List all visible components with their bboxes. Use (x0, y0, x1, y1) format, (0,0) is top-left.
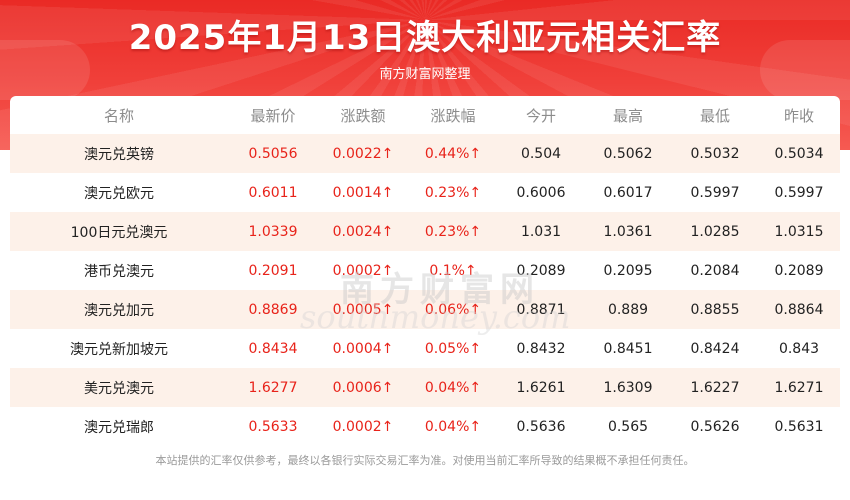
column-header-latest: 最新价 (250, 106, 296, 125)
column-header-open: 今开 (525, 106, 556, 125)
cell-latest: 1.0339 (248, 223, 298, 240)
cell-change-pct: 0.1%↑ (429, 262, 477, 279)
cell-change: 0.0006↑ (332, 379, 394, 396)
cell-change: 0.0024↑ (332, 223, 394, 240)
cell-low: 1.6227 (690, 379, 740, 396)
cell-prev-close: 0.5631 (774, 418, 824, 435)
cell-change-pct: 0.04%↑ (424, 379, 482, 396)
cell-low: 0.2084 (690, 262, 740, 279)
cell-low: 0.8855 (690, 301, 740, 318)
cell-name: 澳元兑瑞郎 (84, 419, 154, 436)
cell-latest: 0.8434 (248, 340, 298, 357)
cell-prev-close: 0.5997 (774, 184, 824, 201)
page-subtitle: 南方财富网整理 (379, 67, 471, 82)
cell-name: 美元兑澳元 (84, 380, 154, 397)
cell-open: 1.031 (520, 223, 562, 240)
cell-change: 0.0022↑ (332, 145, 394, 162)
cell-name: 澳元兑英镑 (84, 146, 154, 163)
cell-open: 0.504 (520, 145, 562, 162)
cell-change: 0.0002↑ (332, 418, 394, 435)
cell-latest: 1.6277 (248, 379, 298, 396)
cell-change-pct: 0.06%↑ (424, 301, 482, 318)
cell-latest: 0.5056 (248, 145, 298, 162)
cell-high: 0.5062 (603, 145, 653, 162)
cell-latest: 0.6011 (248, 184, 298, 201)
table-row: 港币兑澳元 0.2091 0.0002↑ 0.1%↑ 0.2089 0.2095… (10, 251, 840, 290)
header-right-decoration (760, 40, 850, 100)
cell-name: 澳元兑欧元 (84, 185, 154, 202)
cell-open: 0.8432 (516, 340, 566, 357)
cell-low: 0.5626 (690, 418, 740, 435)
column-header-prev-close: 昨收 (783, 106, 814, 125)
cell-high: 0.889 (607, 301, 649, 318)
cell-change: 0.0005↑ (332, 301, 394, 318)
column-header-change-pct: 涨跌幅 (430, 106, 476, 125)
cell-name: 澳元兑新加坡元 (70, 341, 168, 358)
table-row: 澳元兑加元 0.8869 0.0005↑ 0.06%↑ 0.8871 0.889… (10, 290, 840, 329)
cell-name: 100日元兑澳元 (70, 224, 168, 241)
cell-prev-close: 1.6271 (774, 379, 824, 396)
rates-table-card: 名称 最新价 涨跌额 涨跌幅 今开 最高 最低 昨收 澳元兑英镑 0.5056 … (10, 96, 840, 446)
cell-latest: 0.5633 (248, 418, 298, 435)
column-header-change: 涨跌额 (340, 106, 386, 125)
cell-change-pct: 0.44%↑ (424, 145, 482, 162)
cell-high: 1.6309 (603, 379, 653, 396)
cell-prev-close: 0.843 (778, 340, 820, 357)
table-row: 100日元兑澳元 1.0339 0.0024↑ 0.23%↑ 1.031 1.0… (10, 212, 840, 251)
table-row: 澳元兑瑞郎 0.5633 0.0002↑ 0.04%↑ 0.5636 0.565… (10, 407, 840, 446)
cell-prev-close: 0.8864 (774, 301, 824, 318)
cell-open: 0.6006 (516, 184, 566, 201)
cell-change-pct: 0.23%↑ (424, 223, 482, 240)
cell-change-pct: 0.23%↑ (424, 184, 482, 201)
cell-low: 0.5997 (690, 184, 740, 201)
cell-latest: 0.8869 (248, 301, 298, 318)
cell-change: 0.0004↑ (332, 340, 394, 357)
cell-low: 0.8424 (690, 340, 740, 357)
cell-low: 0.5032 (690, 145, 740, 162)
cell-open: 0.8871 (516, 301, 566, 318)
column-header-low: 最低 (699, 106, 730, 125)
header-left-decoration (0, 40, 90, 100)
table-header-row: 名称 最新价 涨跌额 涨跌幅 今开 最高 最低 昨收 (10, 96, 840, 134)
table-row: 澳元兑英镑 0.5056 0.0022↑ 0.44%↑ 0.504 0.5062… (10, 134, 840, 173)
cell-change-pct: 0.04%↑ (424, 418, 482, 435)
column-header-high: 最高 (612, 106, 643, 125)
table-row: 美元兑澳元 1.6277 0.0006↑ 0.04%↑ 1.6261 1.630… (10, 368, 840, 407)
header-banner: 2025年1月13日澳大利亚元相关汇率 南方财富网整理 (0, 0, 850, 150)
cell-change: 0.0014↑ (332, 184, 394, 201)
cell-open: 0.5636 (516, 418, 566, 435)
cell-high: 0.2095 (603, 262, 653, 279)
cell-low: 1.0285 (690, 223, 740, 240)
cell-latest: 0.2091 (248, 262, 298, 279)
cell-name: 港币兑澳元 (84, 263, 154, 280)
page-title: 2025年1月13日澳大利亚元相关汇率 (128, 18, 722, 58)
footer-disclaimer: 本站提供的汇率仅供参考，最终以各银行实际交易汇率为准。对使用当前汇率所导致的结果… (155, 454, 695, 467)
table-row: 澳元兑欧元 0.6011 0.0014↑ 0.23%↑ 0.6006 0.601… (10, 173, 840, 212)
column-header-name: 名称 (103, 106, 134, 125)
cell-prev-close: 0.5034 (774, 145, 824, 162)
cell-high: 0.565 (607, 418, 649, 435)
cell-change-pct: 0.05%↑ (424, 340, 482, 357)
cell-high: 1.0361 (603, 223, 653, 240)
cell-high: 0.6017 (603, 184, 653, 201)
cell-open: 0.2089 (516, 262, 566, 279)
cell-prev-close: 0.2089 (774, 262, 824, 279)
cell-name: 澳元兑加元 (84, 302, 154, 319)
cell-change: 0.0002↑ (332, 262, 394, 279)
cell-open: 1.6261 (516, 379, 566, 396)
table-row: 澳元兑新加坡元 0.8434 0.0004↑ 0.05%↑ 0.8432 0.8… (10, 329, 840, 368)
table-body: 澳元兑英镑 0.5056 0.0022↑ 0.44%↑ 0.504 0.5062… (10, 134, 840, 446)
cell-high: 0.8451 (603, 340, 653, 357)
cell-prev-close: 1.0315 (774, 223, 824, 240)
